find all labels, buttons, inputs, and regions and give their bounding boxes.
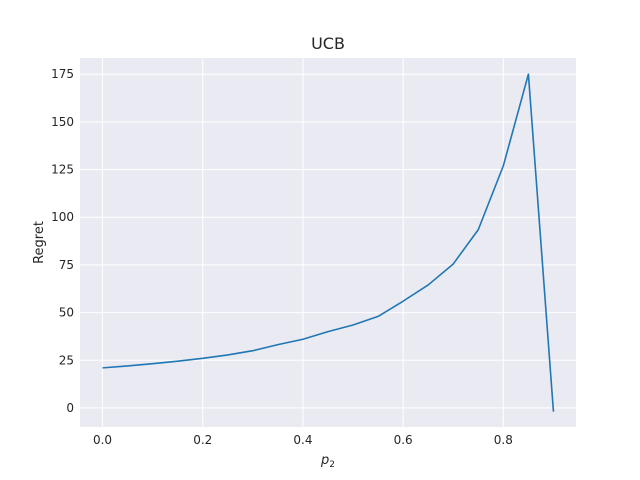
x-tick-label: 0.4 bbox=[293, 433, 312, 447]
y-tick-label: 175 bbox=[51, 67, 74, 81]
y-tick-label: 75 bbox=[59, 258, 74, 272]
x-tick-label: 0.8 bbox=[494, 433, 513, 447]
plot-background bbox=[80, 58, 576, 427]
y-tick-label: 0 bbox=[66, 401, 74, 415]
x-tick-labels: 0.0 0.2 0.4 0.6 0.8 bbox=[93, 433, 513, 447]
y-tick-labels: 0 25 50 75 100 125 150 175 bbox=[51, 67, 74, 415]
y-axis-label: Regret bbox=[32, 221, 47, 264]
x-axis-label: p2 bbox=[320, 453, 335, 470]
x-tick-label: 0.0 bbox=[93, 433, 112, 447]
series-layer bbox=[102, 73, 555, 412]
chart-title: UCB bbox=[311, 34, 345, 53]
y-tick-label: 100 bbox=[51, 210, 74, 224]
y-tick-label: 50 bbox=[59, 306, 74, 320]
y-tick-label: 25 bbox=[59, 353, 74, 367]
x-axis-label-subscript: 2 bbox=[329, 460, 335, 470]
series-line bbox=[102, 73, 555, 412]
grid bbox=[80, 58, 576, 427]
y-tick-label: 150 bbox=[51, 115, 74, 129]
y-tick-label: 125 bbox=[51, 163, 74, 177]
x-axis-label-main: p bbox=[320, 453, 329, 468]
x-tick-label: 0.2 bbox=[193, 433, 212, 447]
x-tick-label: 0.6 bbox=[394, 433, 413, 447]
